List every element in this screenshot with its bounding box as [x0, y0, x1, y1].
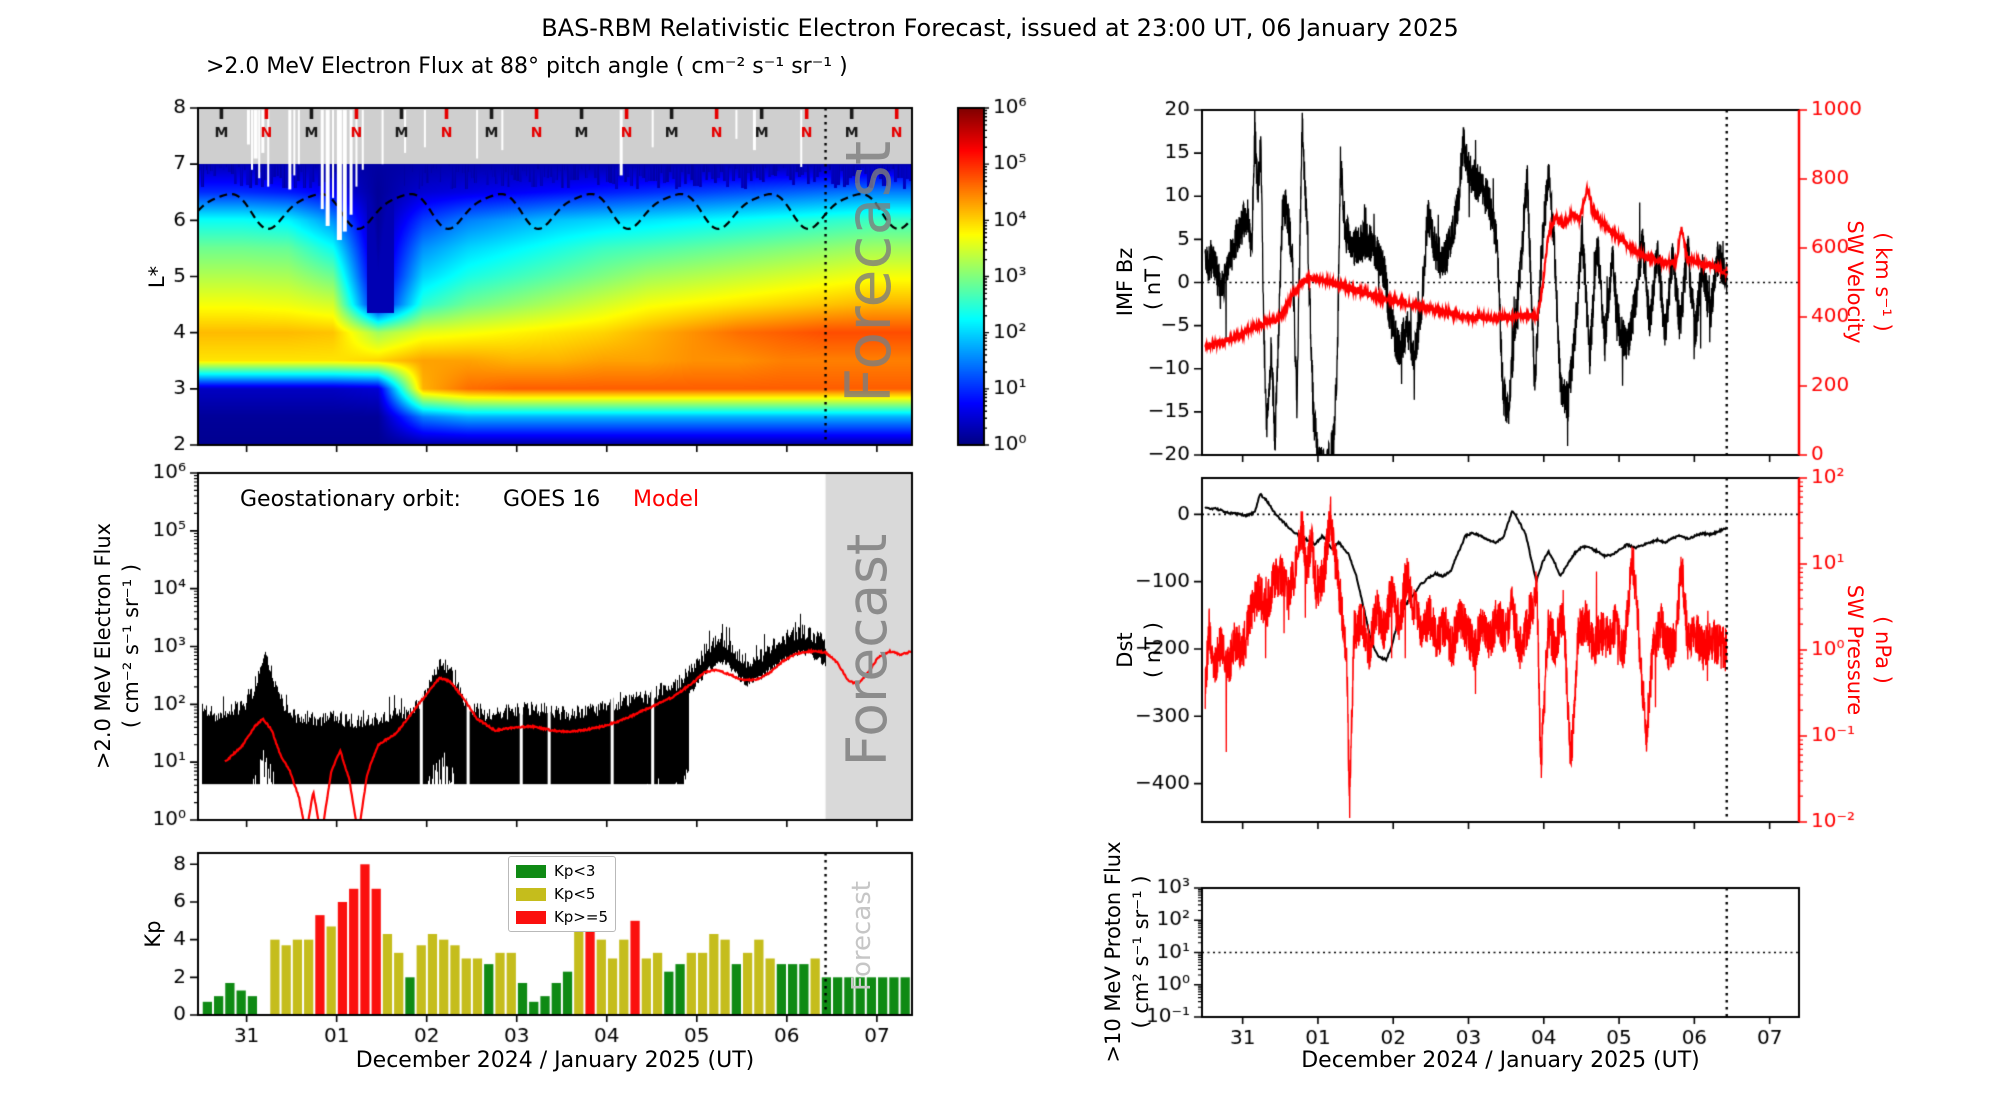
pressure-ylabel: ( nPa ) SW Pressure [1843, 530, 1895, 770]
left-xaxis-label: December 2024 / January 2025 (UT) [355, 1048, 755, 1073]
velocity-ylabel-line1: SW Velocity [1843, 220, 1868, 344]
heatmap-ylabel: L* [142, 247, 172, 307]
figure-title: BAS-RBM Relativistic Electron Forecast, … [541, 14, 1459, 42]
kp-low-swatch [516, 864, 546, 878]
kp-mid-swatch [516, 887, 546, 901]
kp-high-swatch [516, 910, 546, 924]
kp-legend-row-mid: Kp<5 [516, 885, 608, 903]
kp-forecast-watermark: Forecast [847, 880, 877, 992]
flux-legend-goes: GOES 16 [503, 487, 601, 512]
kp-low-label: Kp<3 [554, 862, 596, 880]
pressure-ylabel-line1: SW Pressure [1843, 584, 1868, 716]
kp-legend-row-low: Kp<3 [516, 862, 608, 880]
pressure-ylabel-line2: ( nPa ) [1870, 616, 1895, 684]
flux-ylabel-line1: >2.0 MeV Electron Flux [91, 522, 116, 770]
velocity-ylabel: ( km s⁻¹ ) SW Velocity [1843, 162, 1895, 402]
heatmap-title: >2.0 MeV Electron Flux at 88° pitch angl… [206, 54, 848, 79]
flux-ylabel: >2.0 MeV Electron Flux ( cm⁻² s⁻¹ sr⁻¹ ) [87, 471, 147, 821]
dst-ylabel: Dst ( nT ) [1113, 570, 1165, 730]
dst-ylabel-line2: ( nT ) [1140, 622, 1165, 678]
kp-ylabel: Kp [138, 904, 168, 964]
dst-ylabel-line1: Dst [1113, 632, 1138, 668]
kp-high-label: Kp>=5 [553, 908, 608, 926]
heatmap-ylabel-text: L* [144, 265, 169, 289]
kp-legend-row-high: Kp>=5 [516, 908, 608, 926]
kp-mid-label: Kp<5 [554, 885, 596, 903]
flux-legend-title: Geostationary orbit: [240, 487, 461, 512]
bz-ylabel-line2: ( nT ) [1140, 254, 1165, 310]
proton-ylabel-line2: ( cm² s⁻¹ sr⁻¹ ) [1128, 875, 1153, 1029]
flux-ylabel-line2: ( cm⁻² s⁻¹ sr⁻¹ ) [118, 563, 143, 729]
bz-ylabel: IMF Bz ( nT ) [1113, 172, 1165, 392]
kp-legend: Kp<3 Kp<5 Kp>=5 [508, 856, 616, 932]
flux-forecast-watermark: Forecast [835, 533, 899, 767]
flux-legend-model: Model [633, 487, 700, 512]
bz-ylabel-line1: IMF Bz [1113, 247, 1138, 317]
kp-ylabel-text: Kp [140, 920, 165, 948]
right-xaxis-label: December 2024 / January 2025 (UT) [1301, 1048, 1700, 1073]
velocity-ylabel-line2: ( km s⁻¹ ) [1870, 232, 1895, 332]
proton-ylabel: >10 MeV Proton Flux ( cm² s⁻¹ sr⁻¹ ) [1101, 802, 1153, 1100]
proton-ylabel-line1: >10 MeV Proton Flux [1101, 841, 1126, 1063]
heatmap-forecast-watermark: Forecast [831, 140, 905, 404]
